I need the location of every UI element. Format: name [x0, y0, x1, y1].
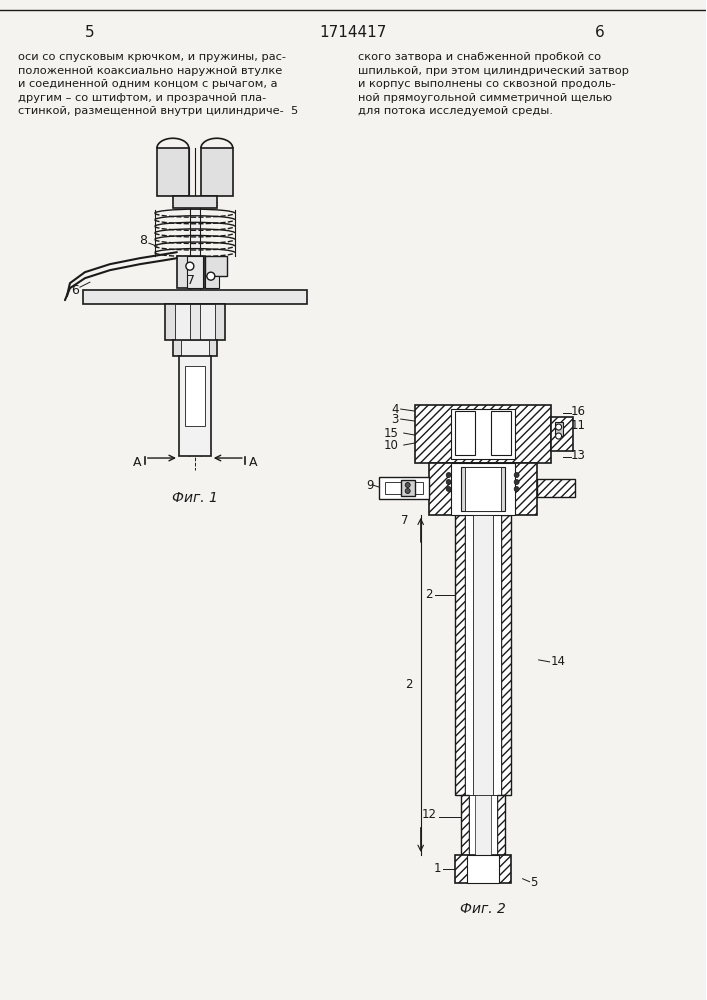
- Text: 2: 2: [405, 678, 413, 691]
- Text: 2: 2: [425, 588, 433, 601]
- Bar: [537, 479, 575, 497]
- Bar: [185, 366, 205, 426]
- Polygon shape: [201, 148, 233, 196]
- Text: оси со спусковым крючком, и пружины, рас-: оси со спусковым крючком, и пружины, рас…: [18, 52, 286, 62]
- Text: шпилькой, при этом цилиндрический затвор: шпилькой, при этом цилиндрический затвор: [358, 66, 629, 76]
- Text: A: A: [133, 456, 141, 469]
- Bar: [201, 148, 233, 196]
- Text: 6: 6: [71, 284, 79, 297]
- Text: 4: 4: [391, 403, 399, 416]
- Text: 9: 9: [367, 479, 374, 492]
- Bar: [450, 463, 515, 515]
- Bar: [165, 304, 225, 340]
- Bar: [450, 409, 515, 459]
- Text: 5: 5: [531, 876, 538, 889]
- Bar: [461, 795, 469, 855]
- Circle shape: [514, 480, 519, 485]
- Text: 1: 1: [433, 862, 440, 875]
- Text: 14: 14: [551, 655, 566, 668]
- Bar: [461, 467, 505, 511]
- Text: 3: 3: [392, 413, 399, 426]
- Text: 6: 6: [595, 25, 604, 40]
- Text: 10: 10: [384, 439, 399, 452]
- Text: 5: 5: [85, 25, 95, 40]
- Text: и корпус выполнены со сквозной продоль-: и корпус выполнены со сквозной продоль-: [358, 79, 616, 89]
- Text: 15: 15: [384, 427, 399, 440]
- Circle shape: [446, 473, 451, 478]
- Text: 13: 13: [571, 449, 585, 462]
- Polygon shape: [157, 148, 189, 196]
- Bar: [379, 477, 428, 499]
- Bar: [551, 417, 573, 451]
- Bar: [474, 795, 491, 855]
- Bar: [415, 405, 551, 463]
- Circle shape: [514, 473, 519, 478]
- Text: 16: 16: [571, 405, 585, 418]
- Circle shape: [405, 489, 410, 494]
- Bar: [428, 463, 537, 515]
- Bar: [455, 855, 510, 883]
- Bar: [464, 467, 501, 511]
- Bar: [473, 515, 493, 795]
- Text: для потока исследуемой среды.: для потока исследуемой среды.: [358, 106, 553, 116]
- Text: A: A: [249, 456, 257, 469]
- Bar: [205, 256, 227, 276]
- Text: положенной коаксиально наружной втулке: положенной коаксиально наружной втулке: [18, 66, 282, 76]
- Text: 11: 11: [571, 419, 585, 432]
- Bar: [501, 515, 510, 795]
- Text: Фиг. 1: Фиг. 1: [172, 491, 218, 505]
- Bar: [496, 795, 505, 855]
- Text: Фиг. 2: Фиг. 2: [460, 902, 506, 916]
- Text: 8: 8: [139, 234, 147, 247]
- Bar: [187, 256, 203, 288]
- Text: стинкой, размещенной внутри цилиндриче-  5: стинкой, размещенной внутри цилиндриче- …: [18, 106, 298, 116]
- Bar: [467, 855, 498, 883]
- Bar: [173, 340, 217, 356]
- Bar: [469, 795, 496, 855]
- Circle shape: [556, 433, 561, 439]
- Text: 7: 7: [187, 274, 195, 287]
- Bar: [83, 290, 307, 304]
- Circle shape: [556, 424, 561, 430]
- Bar: [455, 411, 474, 455]
- Text: ной прямоугольной симметричной щелью: ной прямоугольной симметричной щелью: [358, 93, 612, 103]
- Bar: [554, 422, 563, 436]
- Text: ского затвора и снабженной пробкой со: ского затвора и снабженной пробкой со: [358, 52, 601, 62]
- Bar: [190, 304, 200, 340]
- Bar: [385, 482, 423, 494]
- Bar: [491, 411, 510, 455]
- Text: 12: 12: [421, 808, 437, 821]
- Bar: [173, 196, 217, 208]
- Bar: [401, 480, 415, 496]
- Text: другим – со штифтом, и прозрачной пла-: другим – со штифтом, и прозрачной пла-: [18, 93, 267, 103]
- Circle shape: [186, 262, 194, 270]
- Circle shape: [207, 272, 215, 280]
- Circle shape: [446, 480, 451, 485]
- Bar: [455, 515, 464, 795]
- Bar: [179, 356, 211, 456]
- Circle shape: [514, 487, 519, 492]
- Bar: [157, 148, 189, 196]
- Text: и соединенной одним концом с рычагом, а: и соединенной одним концом с рычагом, а: [18, 79, 277, 89]
- Bar: [205, 276, 219, 288]
- Bar: [175, 304, 215, 340]
- Circle shape: [405, 483, 410, 488]
- Bar: [181, 340, 209, 356]
- Text: 7: 7: [401, 514, 408, 527]
- Bar: [190, 196, 200, 316]
- Bar: [464, 515, 501, 795]
- Text: 1714417: 1714417: [319, 25, 387, 40]
- Circle shape: [446, 487, 451, 492]
- Bar: [177, 256, 205, 288]
